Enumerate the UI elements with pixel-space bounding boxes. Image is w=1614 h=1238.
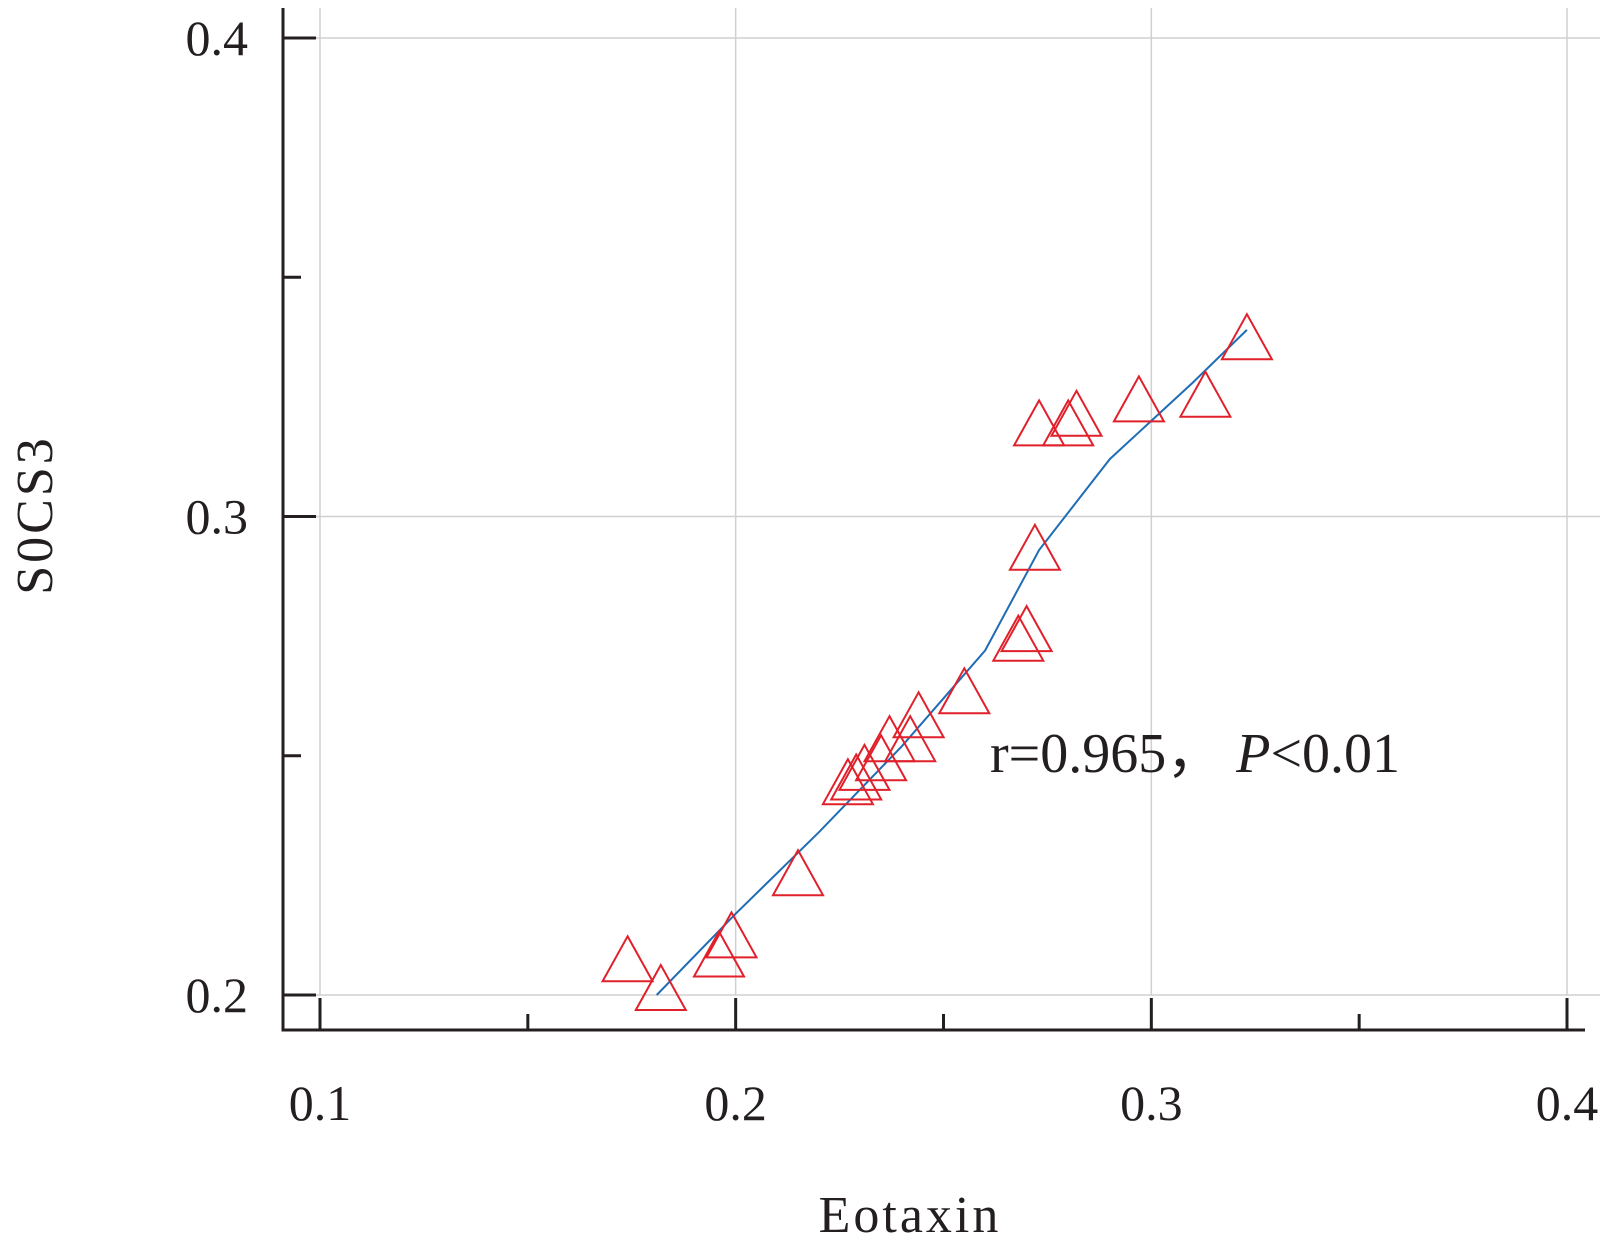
tick-labels: 0.1 0.2 0.3 0.4 0.2 0.3 0.4 xyxy=(186,10,1599,1131)
data-point-triangle xyxy=(821,757,875,806)
data-point-triangle xyxy=(1112,374,1166,423)
correlation-annotation: r=0.965， P<0.01 xyxy=(990,723,1400,785)
data-point-triangle xyxy=(999,604,1054,653)
data-point-triangle xyxy=(991,613,1045,662)
data-point-triangle xyxy=(1008,522,1062,571)
x-tick-label: 0.4 xyxy=(1536,1075,1599,1131)
data-point-triangle xyxy=(1041,398,1095,447)
data-point-triangle xyxy=(937,666,991,715)
data-point-triangle xyxy=(829,752,883,801)
grid-lines xyxy=(283,8,1600,996)
data-point-triangle xyxy=(891,690,946,739)
x-tick-label: 0.2 xyxy=(704,1075,767,1131)
y-axis-label: S0CS3 xyxy=(7,435,64,595)
data-point-triangle xyxy=(1012,398,1066,447)
data-points xyxy=(600,312,1274,1011)
y-tick-label: 0.2 xyxy=(186,967,249,1023)
data-point-triangle xyxy=(837,742,892,791)
data-point-triangle xyxy=(600,934,655,983)
data-point-triangle xyxy=(634,962,688,1011)
x-tick-label: 0.3 xyxy=(1120,1075,1183,1131)
data-point-triangle xyxy=(771,848,825,897)
x-axis-label: Eotaxin xyxy=(819,1187,1002,1238)
axes xyxy=(281,8,1585,1032)
regression-line xyxy=(655,329,1248,996)
data-point-triangle xyxy=(1178,369,1233,418)
data-point-triangle xyxy=(692,929,746,978)
data-point-triangle xyxy=(854,733,908,782)
data-point-triangle xyxy=(883,714,937,763)
y-tick-label: 0.4 xyxy=(186,10,249,66)
annotation-p-italic: P xyxy=(1235,723,1270,785)
data-point-triangle xyxy=(1049,388,1104,437)
data-point-triangle xyxy=(704,910,759,959)
annotation-r: r=0.965， xyxy=(990,723,1222,785)
data-point-triangle xyxy=(1220,312,1274,361)
annotation-p-value: <0.01 xyxy=(1270,723,1400,785)
x-tick-label: 0.1 xyxy=(289,1075,352,1131)
y-tick-label: 0.3 xyxy=(186,489,249,545)
regression-line-path xyxy=(655,329,1248,996)
